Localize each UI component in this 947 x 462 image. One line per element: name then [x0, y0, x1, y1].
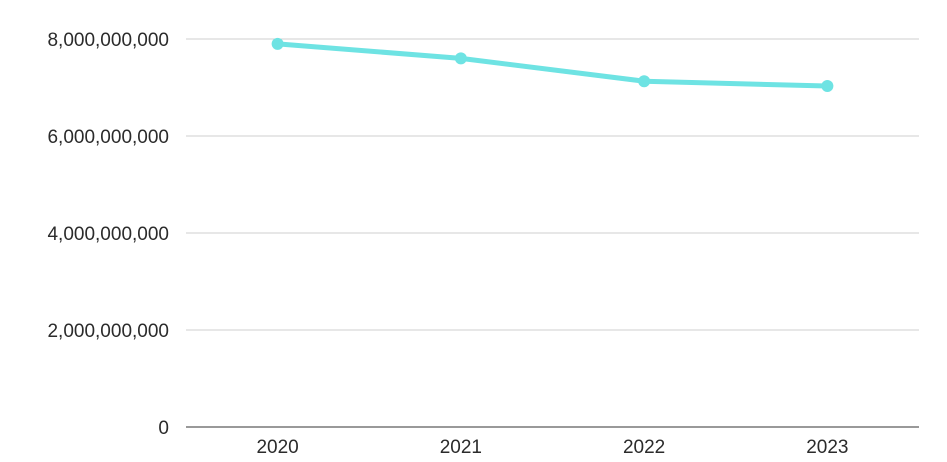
data-point[interactable]: [638, 75, 651, 88]
x-tick-label: 2020: [256, 437, 298, 458]
y-tick-label: 0: [158, 418, 169, 439]
y-tick-label: 4,000,000,000: [47, 224, 169, 245]
x-tick-label: 2021: [440, 437, 482, 458]
series-layer: [271, 37, 834, 93]
data-point[interactable]: [271, 37, 284, 50]
series-line: [275, 41, 830, 89]
x-tick-label: 2023: [806, 437, 848, 458]
y-tick-label: 6,000,000,000: [47, 127, 169, 148]
x-tick-label: 2022: [623, 437, 665, 458]
y-axis: 0 2,000,000,000 4,000,000,000 6,000,000,000…: [47, 30, 169, 439]
y-tick-label: 2,000,000,000: [47, 321, 169, 342]
y-tick-label: 8,000,000,000: [47, 30, 169, 51]
data-point[interactable]: [454, 52, 467, 65]
data-point[interactable]: [821, 80, 834, 93]
grid-lines: [186, 38, 919, 331]
x-axis: 2020 2021 2022 2023: [186, 426, 919, 458]
